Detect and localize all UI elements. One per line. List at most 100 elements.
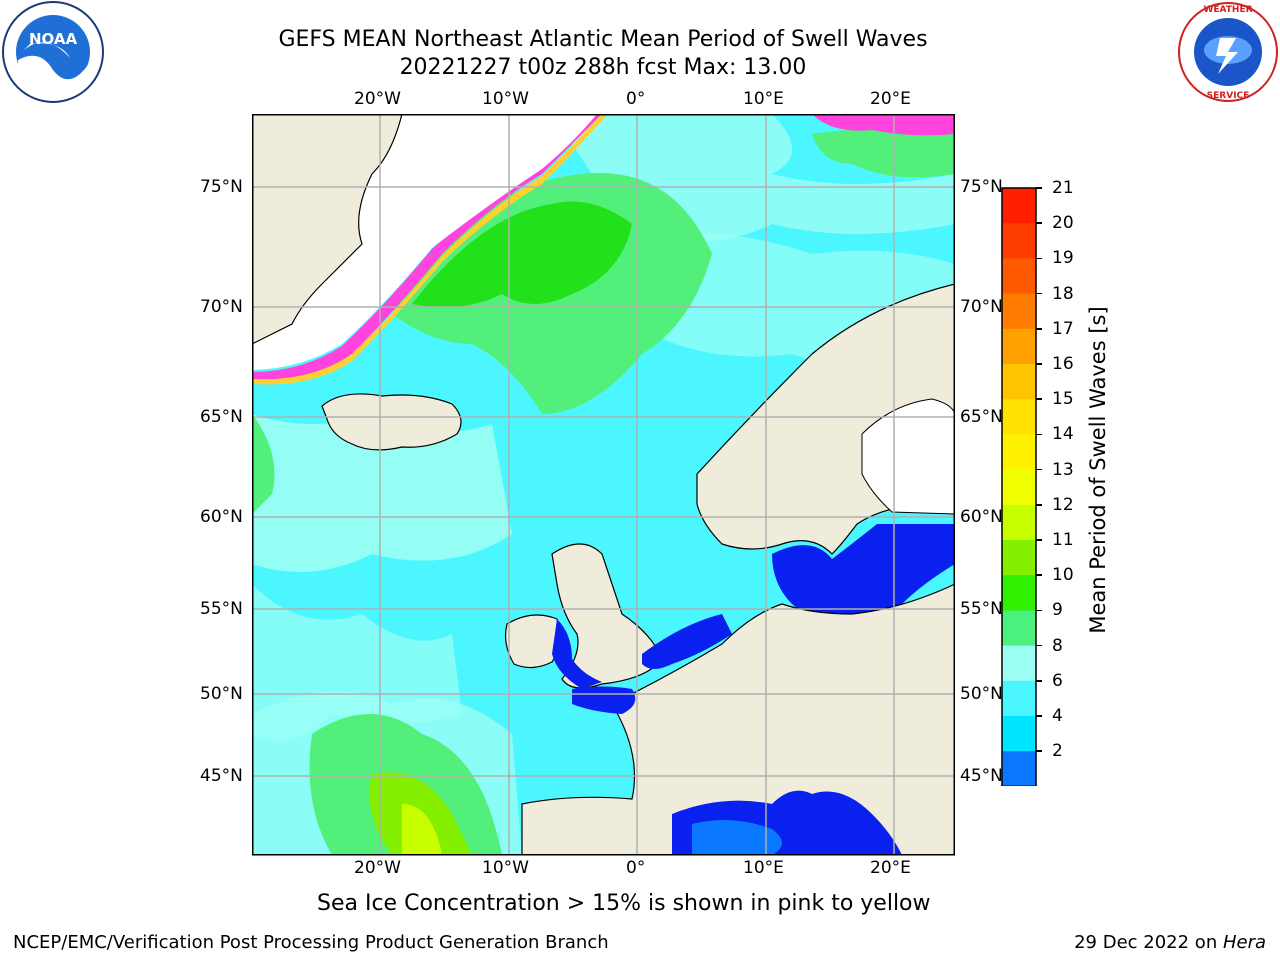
lon-label-bottom: 20°W [354, 858, 401, 878]
colorbar-ticks: 21 20 19 18 17 16 15 14 13 12 11 10 9 8 6 4 2 [1036, 0, 1092, 960]
lon-label-top: 10°E [743, 89, 784, 109]
lat-label-left: 75°N [200, 177, 243, 197]
lon-label-bottom: 0° [626, 858, 646, 878]
lon-label-bottom: 10°E [743, 858, 784, 878]
colorbar-tick-label: 19 [1052, 248, 1074, 269]
colorbar-segment [1002, 293, 1036, 330]
chart-subtitle: 20221227 t00z 288h fcst Max: 13.00 [399, 55, 807, 80]
nws-logo: WEATHER SERVICE [1178, 2, 1278, 102]
colorbar-tick-mark [1036, 574, 1042, 576]
colorbar-tick-mark [1036, 504, 1042, 506]
lat-label-left: 45°N [200, 766, 243, 786]
colorbar-segment [1002, 575, 1036, 611]
colorbar-segment [1002, 716, 1036, 752]
lat-label-right: 75°N [960, 177, 1003, 197]
colorbar-tick-mark [1036, 433, 1042, 436]
ireland-land [504, 614, 561, 669]
lat-label-right: 65°N [960, 407, 1003, 427]
iceland-land [321, 393, 462, 451]
svg-text:WEATHER: WEATHER [1203, 5, 1252, 15]
colorbar-segment [1002, 540, 1036, 576]
lat-label-left: 70°N [200, 297, 243, 317]
colorbar-tick-label: 4 [1052, 706, 1063, 726]
graticule [252, 114, 955, 855]
colorbar-tick-label: 17 [1052, 318, 1074, 339]
colorbar-tick-mark [1036, 363, 1042, 365]
colorbar-tick-label: 20 [1052, 213, 1074, 234]
svg-text:SERVICE: SERVICE [1207, 91, 1250, 101]
map-frame [252, 114, 955, 856]
colorbar-tick-label: 12 [1052, 494, 1074, 515]
britain-land [551, 543, 663, 689]
colorbar-tick-label: 10 [1052, 565, 1074, 586]
colorbar-tick-mark [1036, 257, 1042, 260]
colorbar-tick-mark [1036, 328, 1042, 330]
lat-label-left: 50°N [200, 684, 243, 704]
lat-label-right: 55°N [960, 599, 1003, 619]
colorbar-segment [1002, 680, 1036, 717]
colorbar-segment [1002, 188, 1036, 224]
noaa-logo-text: NOAA [29, 30, 78, 48]
lon-label-bottom: 10°W [482, 858, 529, 878]
noaa-logo: NOAA [2, 1, 104, 103]
sea-ice-caption: Sea Ice Concentration > 15% is shown in … [317, 891, 931, 916]
lat-label-left: 65°N [200, 407, 243, 427]
map-panel [252, 114, 955, 856]
colorbar-segment [1002, 328, 1036, 365]
colorbar-tick-mark [1036, 187, 1042, 189]
colorbar-tick-mark [1036, 539, 1042, 541]
lon-label-bottom: 20°E [870, 858, 911, 878]
colorbar-tick-label: 13 [1052, 459, 1074, 480]
colorbar-tick-mark [1036, 715, 1042, 717]
colorbar-tick-mark [1036, 468, 1042, 471]
lon-label-top: 20°W [354, 89, 401, 109]
colorbar-tick-mark [1036, 222, 1042, 224]
europe-land [521, 583, 955, 855]
colorbar [1000, 187, 1038, 786]
lon-label-top: 10°W [482, 89, 529, 109]
colorbar-tick-label: 11 [1052, 530, 1074, 550]
footer-date: 29 Dec 2022 on Hera [1074, 932, 1266, 953]
colorbar-segment [1002, 223, 1036, 259]
colorbar-tick-label: 6 [1052, 670, 1063, 691]
footer-credit: NCEP/EMC/Verification Post Processing Pr… [13, 932, 609, 953]
colorbar-segment [1002, 434, 1036, 471]
colorbar-segment [1002, 469, 1036, 506]
lat-label-left: 60°N [200, 507, 243, 527]
colorbar-tick-label: 9 [1052, 600, 1063, 621]
colorbar-label: Mean Period of Swell Waves [s] [1086, 306, 1110, 634]
lon-label-top: 20°E [870, 89, 911, 109]
colorbar-tick-mark [1036, 398, 1042, 400]
colorbar-frame [1001, 187, 1037, 786]
colorbar-tick-mark [1036, 292, 1042, 295]
lat-label-right: 50°N [960, 684, 1003, 704]
lat-label-right: 60°N [960, 507, 1003, 527]
colorbar-segment [1002, 364, 1036, 400]
colorbar-tick-mark [1036, 750, 1042, 752]
chart-title: GEFS MEAN Northeast Atlantic Mean Period… [278, 27, 928, 52]
colorbar-tick-label: 14 [1052, 424, 1074, 445]
colorbar-tick-label: 21 [1052, 178, 1074, 198]
colorbar-segment [1002, 399, 1036, 435]
footer-host: Hera [1222, 932, 1266, 953]
lat-label-left: 55°N [200, 599, 243, 619]
swell-zone-north-strong [412, 201, 632, 308]
colorbar-tick-mark [1036, 644, 1042, 647]
lat-label-right: 70°N [960, 297, 1003, 317]
colorbar-tick-mark [1036, 609, 1042, 612]
footer-date-text: 29 Dec 2022 on [1074, 932, 1223, 953]
colorbar-tick-label: 8 [1052, 635, 1063, 656]
colorbar-tick-label: 2 [1052, 741, 1063, 762]
colorbar-tick-mark [1036, 680, 1042, 682]
colorbar-tick-label: 18 [1052, 283, 1074, 304]
colorbar-segment [1002, 645, 1036, 682]
colorbar-segment [1002, 258, 1036, 295]
lon-label-top: 0° [626, 89, 646, 109]
colorbar-segment [1002, 610, 1036, 647]
lat-label-right: 45°N [960, 766, 1003, 786]
baltic-sea [772, 524, 955, 618]
colorbar-tick-label: 16 [1052, 354, 1074, 374]
colorbar-segment [1002, 504, 1036, 541]
colorbar-tick-label: 15 [1052, 389, 1074, 410]
colorbar-segment [1002, 751, 1036, 786]
